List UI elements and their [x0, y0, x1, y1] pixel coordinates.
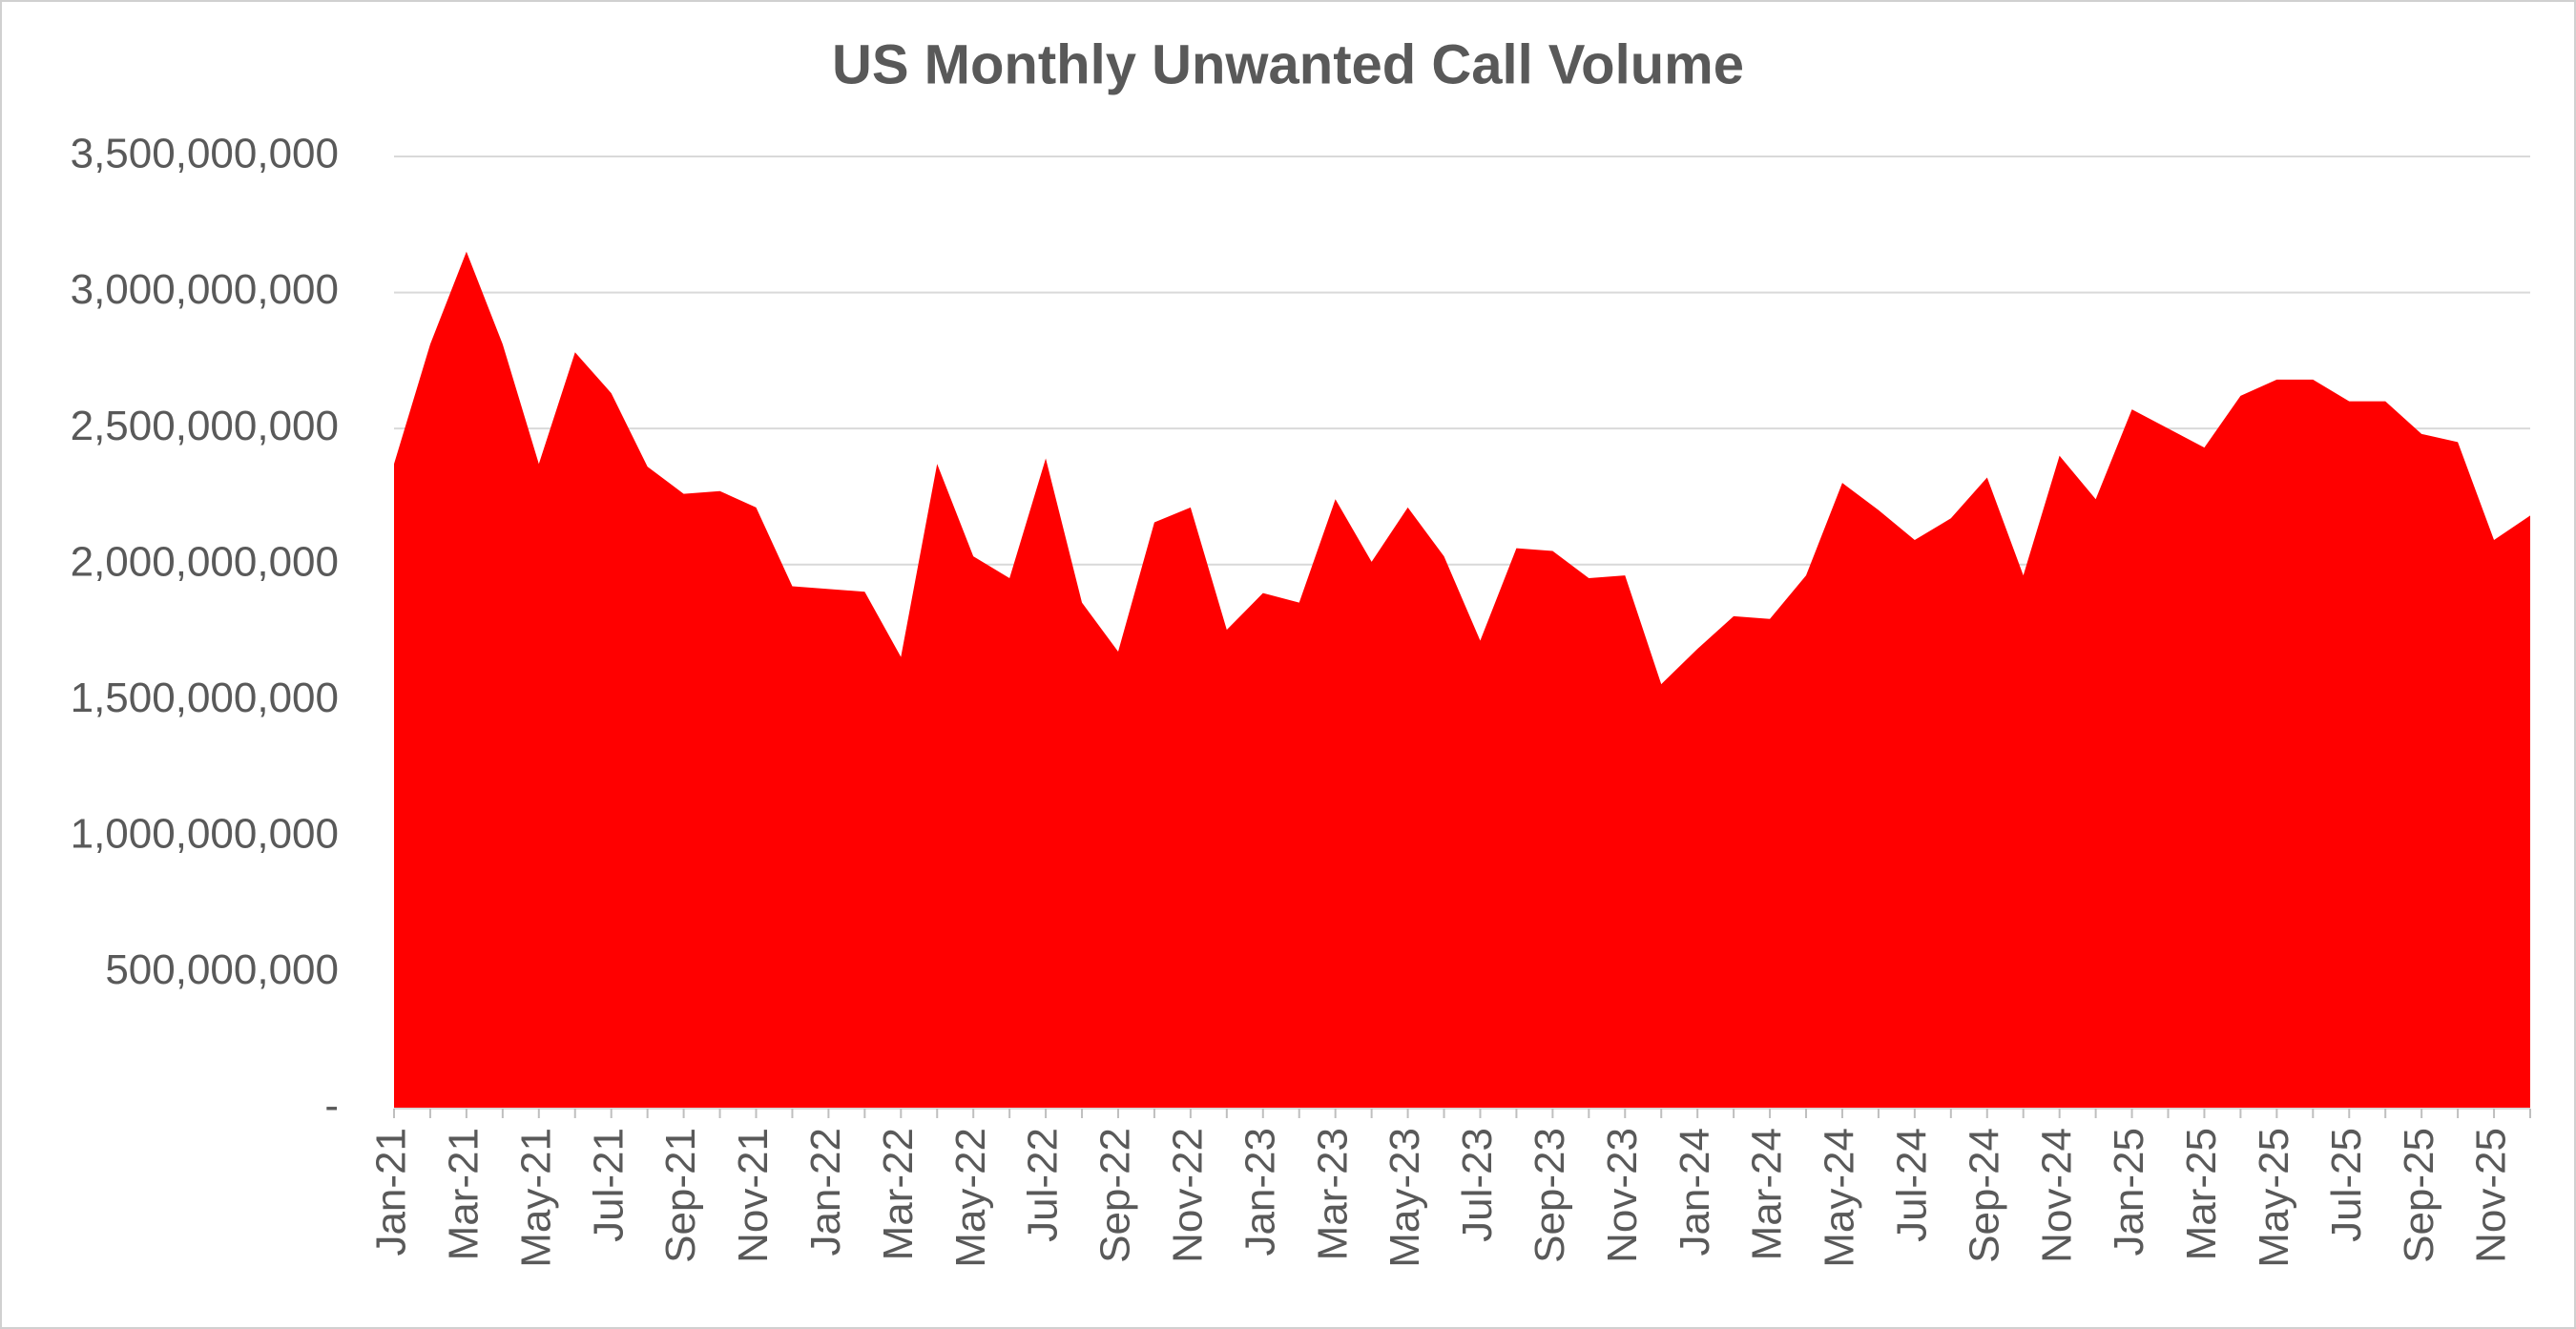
y-tick-label: 3,000,000,000: [71, 266, 339, 313]
y-tick-label: 2,500,000,000: [71, 403, 339, 449]
x-tick-label: Nov-24: [2033, 1128, 2080, 1263]
x-tick-label: Jul-21: [585, 1128, 632, 1242]
y-tick-label: -: [324, 1083, 339, 1130]
y-tick-label: 1,000,000,000: [71, 810, 339, 857]
x-tick-label: Nov-21: [730, 1128, 777, 1263]
x-tick-label: Sep-23: [1527, 1128, 1573, 1263]
x-tick-label: Nov-22: [1165, 1128, 1212, 1263]
x-tick-label: Jan-23: [1236, 1128, 1283, 1256]
x-tick-label: May-21: [512, 1128, 559, 1268]
x-tick-label: May-25: [2251, 1128, 2297, 1268]
x-tick-label: Jul-22: [1020, 1128, 1067, 1242]
x-tick-label: Jul-25: [2323, 1128, 2370, 1242]
x-tick-label: May-23: [1381, 1128, 1428, 1268]
x-tick-label: Sep-22: [1092, 1128, 1139, 1263]
y-tick-label: 1,500,000,000: [71, 675, 339, 721]
x-tick-label: Jan-22: [802, 1128, 849, 1256]
x-tick-label: Jan-21: [368, 1128, 415, 1256]
x-tick-label: May-22: [947, 1128, 994, 1268]
x-tick-label: Mar-21: [441, 1128, 488, 1260]
x-tick-label: Jan-24: [1672, 1128, 1718, 1256]
x-tick-label: Sep-24: [1961, 1128, 2007, 1263]
x-tick-label: Nov-25: [2468, 1128, 2515, 1263]
x-tick-label: Jan-25: [2106, 1128, 2152, 1256]
area: [394, 251, 2530, 1109]
y-tick-label: 2,000,000,000: [71, 538, 339, 585]
y-tick-label: 3,500,000,000: [71, 131, 339, 177]
chart-title: US Monthly Unwanted Call Volume: [832, 33, 1744, 95]
x-tick-label: Mar-23: [1309, 1128, 1356, 1260]
x-tick-label: Nov-23: [1599, 1128, 1646, 1263]
x-tick-label: Sep-25: [2396, 1128, 2442, 1263]
x-tick-label: Mar-25: [2178, 1128, 2225, 1260]
x-tick-label: Mar-24: [1744, 1128, 1791, 1260]
x-tick-label: Jul-23: [1454, 1128, 1501, 1242]
x-tick-label: Sep-21: [657, 1128, 704, 1263]
y-tick-label: 500,000,000: [105, 946, 339, 993]
x-tick-label: Jul-24: [1888, 1128, 1935, 1242]
x-tick-label: May-24: [1817, 1128, 1863, 1268]
x-tick-label: Mar-22: [875, 1128, 922, 1260]
